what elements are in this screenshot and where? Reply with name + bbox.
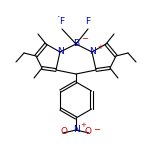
Text: ·: · — [57, 12, 61, 22]
Text: O: O — [60, 128, 67, 136]
Text: F: F — [85, 17, 91, 26]
Text: B: B — [73, 38, 79, 47]
Text: +: + — [97, 44, 103, 50]
Text: N: N — [73, 124, 79, 133]
Text: N: N — [89, 47, 95, 55]
Text: O: O — [85, 128, 92, 136]
Text: F: F — [59, 17, 65, 26]
Text: −: − — [93, 126, 100, 135]
Text: −: − — [81, 35, 88, 43]
Text: +: + — [80, 122, 86, 128]
Text: N: N — [57, 47, 63, 55]
